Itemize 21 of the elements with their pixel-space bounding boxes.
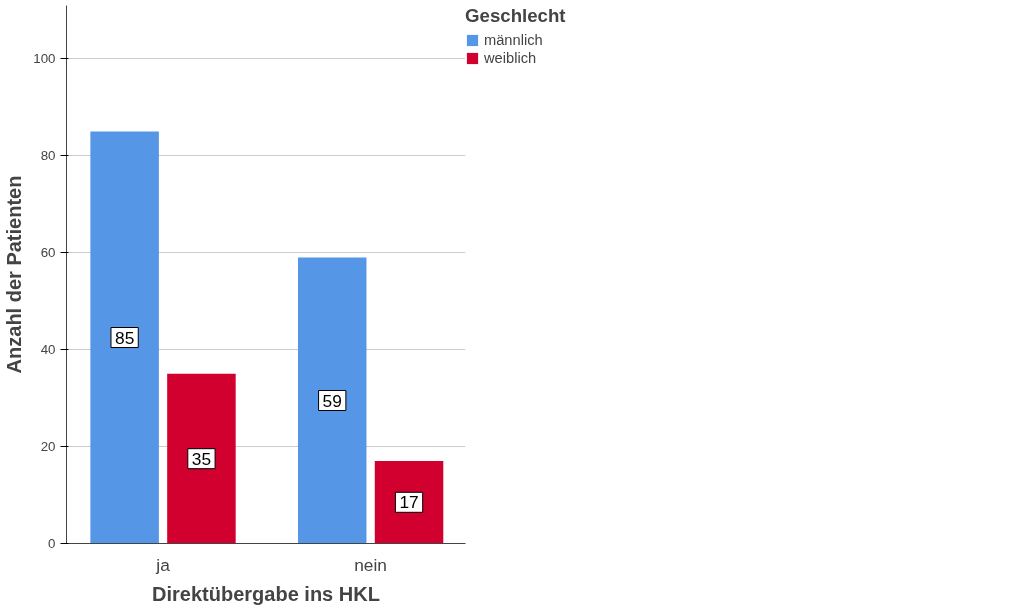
- bar: [90, 131, 159, 544]
- y-tick-label: 100: [33, 51, 56, 67]
- bar: [167, 373, 236, 544]
- data-label: 17: [399, 492, 419, 513]
- data-label: 85: [114, 327, 135, 348]
- legend-label: männlich: [484, 32, 543, 48]
- y-tick-label: 20: [40, 439, 56, 455]
- x-tick-label: nein: [354, 554, 388, 575]
- bar: [374, 461, 444, 544]
- y-tick-label: 80: [40, 148, 56, 164]
- x-axis-title: Direktübergabe ins HKL: [152, 582, 380, 605]
- data-label: 59: [322, 390, 342, 411]
- data-label: 35: [191, 448, 212, 469]
- y-tick-label: 0: [48, 536, 56, 551]
- y-axis-title: Anzahl der Patienten: [3, 175, 26, 374]
- y-tick-label: 60: [40, 245, 56, 261]
- x-tick-label: ja: [155, 554, 171, 575]
- legend-label: weiblich: [484, 50, 537, 66]
- y-tick-label: 40: [40, 342, 56, 358]
- legend-title: Geschlecht: [465, 5, 566, 27]
- bar: [297, 257, 367, 544]
